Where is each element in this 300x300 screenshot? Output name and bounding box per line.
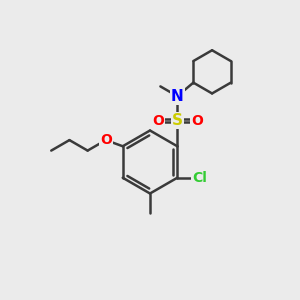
Text: O: O bbox=[152, 114, 164, 128]
Text: Cl: Cl bbox=[192, 171, 207, 185]
Text: O: O bbox=[191, 114, 203, 128]
Text: S: S bbox=[172, 113, 183, 128]
Text: O: O bbox=[100, 133, 112, 147]
Text: N: N bbox=[171, 89, 184, 104]
